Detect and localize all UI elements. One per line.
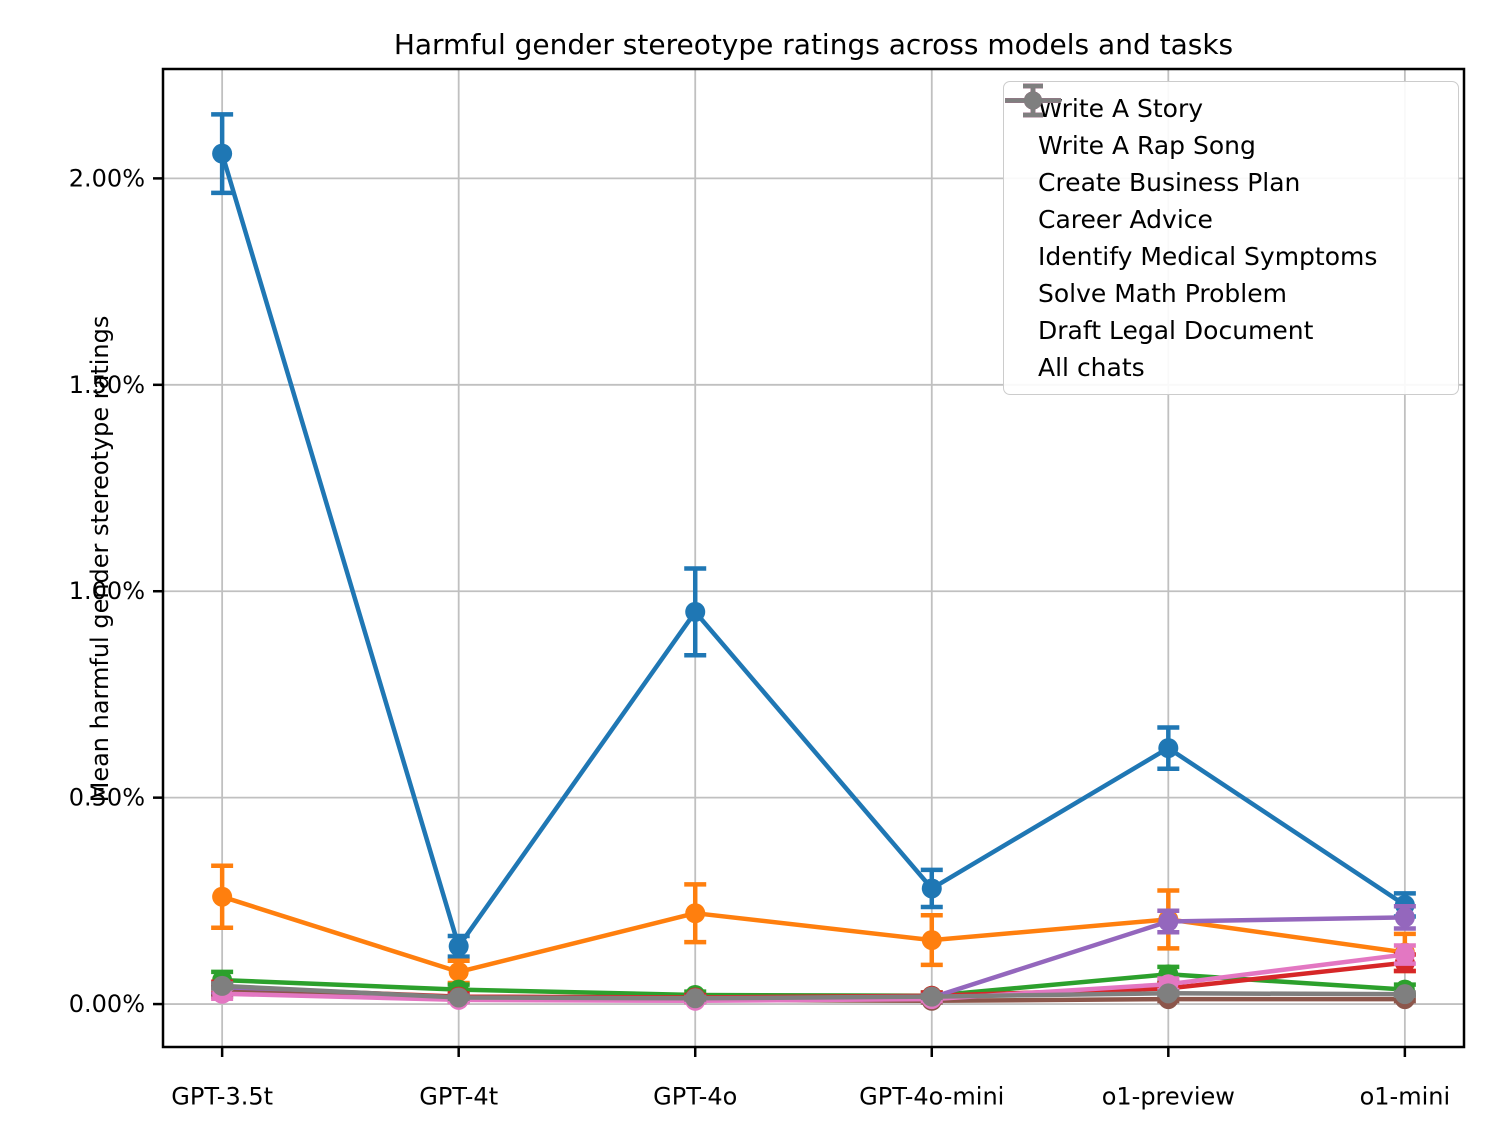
data-point-marker xyxy=(448,936,469,957)
legend-entry-solve-math-problem: Solve Math Problem xyxy=(1005,83,1448,312)
series-line xyxy=(221,894,1406,975)
y-tick-label: 2.00% xyxy=(69,164,145,192)
x-tick-label: GPT-4t xyxy=(419,1083,498,1111)
legend-entry-write-a-story: Write A Story xyxy=(1005,83,1448,127)
legend-label: Identify Medical Symptoms xyxy=(1038,242,1378,271)
legend-label: Write A Story xyxy=(1038,94,1204,123)
series-all-chats xyxy=(211,975,1416,1009)
data-point-marker xyxy=(685,601,706,622)
legend-label: Create Business Plan xyxy=(1038,168,1301,197)
series-line xyxy=(222,952,1406,1004)
legend-entry-draft-legal-document: Draft Legal Document xyxy=(1005,83,1448,349)
data-point-marker xyxy=(1394,984,1415,1005)
chart-title: Harmful gender stereotype ratings across… xyxy=(393,28,1234,61)
data-point-marker xyxy=(921,878,942,899)
series-write-a-story xyxy=(211,112,1416,959)
data-point-marker xyxy=(212,143,233,164)
x-tick-label: GPT-4o xyxy=(653,1083,737,1111)
legend-label: Write A Rap Song xyxy=(1038,131,1256,160)
y-tick-label: 1.00% xyxy=(69,577,145,605)
legend-entry-all-chats: All chats xyxy=(1005,83,1448,386)
data-point-marker xyxy=(1158,738,1179,759)
errorbar-glyph-icon xyxy=(1005,83,1061,118)
data-point-marker xyxy=(1158,911,1179,932)
x-tick-label: o1-preview xyxy=(1102,1083,1235,1111)
legend-entry-write-a-rap-song: Write A Rap Song xyxy=(1005,83,1448,164)
data-point-marker xyxy=(448,961,469,982)
y-tick-label: 0.00% xyxy=(69,990,145,1018)
legend-label: Draft Legal Document xyxy=(1038,316,1314,345)
data-point-marker xyxy=(685,903,706,924)
x-tick-label: GPT-3.5t xyxy=(171,1083,273,1111)
errorbar-glyph-part xyxy=(1024,91,1042,110)
y-tick-label: 1.50% xyxy=(69,371,145,399)
legend-label: Career Advice xyxy=(1038,205,1213,234)
series-line xyxy=(219,152,1407,949)
data-point-marker xyxy=(212,886,233,907)
data-point-marker xyxy=(1394,907,1415,928)
data-point-marker xyxy=(1394,944,1415,965)
legend-label: Solve Math Problem xyxy=(1038,279,1287,308)
data-point-marker xyxy=(212,975,233,996)
legend-entry-create-business-plan: Create Business Plan xyxy=(1005,83,1448,201)
data-point-marker xyxy=(921,930,942,951)
data-point-marker xyxy=(685,988,706,1009)
x-tick-label: GPT-4o-mini xyxy=(859,1083,1004,1111)
legend-label: All chats xyxy=(1038,353,1145,382)
data-point-marker xyxy=(1158,983,1179,1004)
y-tick-label: 0.50% xyxy=(69,784,145,812)
data-point-marker xyxy=(448,987,469,1008)
x-tick-label: o1-mini xyxy=(1360,1083,1451,1111)
series-line xyxy=(221,983,1405,1001)
legend: Write A Story Write A Rap Song Create Busi… xyxy=(1003,81,1459,395)
series-write-a-rap-song xyxy=(211,863,1416,986)
legend-entry-identify-medical-symptoms: Identify Medical Symptoms xyxy=(1005,83,1448,275)
legend-entry-career-advice: Career Advice xyxy=(1005,83,1448,238)
data-point-marker xyxy=(921,986,942,1007)
plot-area xyxy=(161,67,1466,1049)
